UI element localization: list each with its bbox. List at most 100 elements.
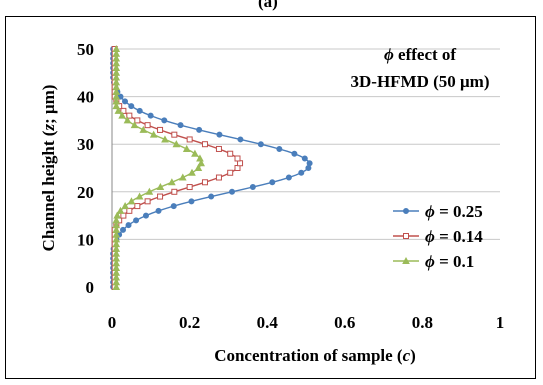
legend-item-2: ϕ = 0.1 xyxy=(393,252,474,271)
y-tick-label: 10 xyxy=(77,230,94,249)
data-point xyxy=(161,135,169,143)
data-point xyxy=(145,187,154,195)
data-point xyxy=(157,126,164,133)
data-point xyxy=(126,207,133,214)
series-line xyxy=(112,49,311,287)
data-point xyxy=(301,155,308,162)
data-point xyxy=(112,259,121,267)
x-tick-label: 0.6 xyxy=(334,313,355,332)
data-point xyxy=(177,122,184,129)
data-point xyxy=(120,107,127,114)
data-point xyxy=(112,44,121,52)
data-point xyxy=(112,216,121,224)
data-point xyxy=(112,87,121,95)
grid-lines xyxy=(112,48,500,240)
data-point xyxy=(306,160,313,167)
legend-label: ϕ = 0.1 xyxy=(425,252,474,271)
data-point xyxy=(112,221,121,229)
data-point xyxy=(134,203,141,210)
data-point xyxy=(112,244,121,252)
data-point xyxy=(112,278,121,286)
data-point xyxy=(112,235,121,243)
data-point xyxy=(112,73,121,81)
data-point xyxy=(229,188,236,195)
data-point xyxy=(112,254,121,262)
data-point xyxy=(186,184,193,191)
y-axis-label: Channel height (z; μm) xyxy=(39,85,58,252)
annotation-line-2: 3D-HFMD (50 μm) xyxy=(351,72,490,91)
data-point xyxy=(201,141,208,148)
legend-marker xyxy=(403,208,409,214)
legend-item-1: ϕ = 0.14 xyxy=(393,227,483,246)
panel-label: (a) xyxy=(258,0,278,11)
data-point xyxy=(112,249,121,257)
data-point xyxy=(227,150,234,157)
data-point xyxy=(139,125,148,133)
x-axis-label: Concentration of sample (c) xyxy=(214,346,416,365)
legend-label: ϕ = 0.25 xyxy=(425,202,483,221)
data-point xyxy=(112,102,121,110)
data-point xyxy=(194,163,203,171)
legend-label: ϕ = 0.14 xyxy=(425,227,483,246)
data-point xyxy=(285,174,292,181)
series-2 xyxy=(112,44,206,290)
data-point xyxy=(120,212,127,219)
data-point xyxy=(142,212,149,219)
data-point xyxy=(112,78,121,86)
data-point xyxy=(113,211,122,219)
data-point xyxy=(116,206,125,214)
legend-marker xyxy=(403,233,409,239)
data-point xyxy=(112,83,121,91)
data-point xyxy=(171,188,178,195)
data-point xyxy=(197,159,206,167)
data-point xyxy=(136,107,143,114)
data-point xyxy=(227,169,234,176)
y-tick-label: 40 xyxy=(77,88,94,107)
data-point xyxy=(234,155,241,162)
data-point xyxy=(188,168,196,176)
series-layer xyxy=(110,44,313,290)
data-point xyxy=(112,225,121,233)
data-point xyxy=(269,179,276,186)
data-point xyxy=(130,121,139,129)
data-point xyxy=(112,230,121,238)
data-point xyxy=(208,193,215,200)
data-point xyxy=(112,49,121,57)
data-point xyxy=(112,240,121,248)
data-point xyxy=(170,203,177,210)
data-point xyxy=(118,111,126,119)
data-point xyxy=(128,103,135,110)
data-point xyxy=(112,263,121,271)
data-point xyxy=(234,165,241,171)
data-point xyxy=(120,226,127,233)
data-point xyxy=(157,193,164,200)
data-point xyxy=(196,126,203,133)
data-point xyxy=(237,136,244,143)
data-point xyxy=(155,207,162,214)
data-point xyxy=(215,145,222,152)
y-tick-label: 20 xyxy=(77,183,94,202)
data-point xyxy=(168,178,176,186)
data-point xyxy=(133,217,140,224)
data-point xyxy=(144,122,151,129)
data-point xyxy=(112,59,121,67)
data-point xyxy=(147,112,154,119)
data-point xyxy=(237,160,244,167)
data-point xyxy=(172,140,181,148)
data-point xyxy=(216,131,223,138)
x-tick-label: 0.8 xyxy=(412,313,433,332)
data-point xyxy=(114,106,123,114)
data-point xyxy=(125,222,132,229)
chart-frame xyxy=(5,16,536,379)
data-point xyxy=(215,174,222,181)
data-point xyxy=(126,112,133,119)
data-point xyxy=(156,182,165,191)
annotation-line-1: ϕ effect of xyxy=(384,45,456,64)
x-axis-ticks: 0 0.2 0.4 0.6 0.8 1 xyxy=(108,313,505,332)
x-tick-label: 1 xyxy=(496,313,505,332)
data-point xyxy=(112,54,121,62)
data-point xyxy=(298,169,305,176)
data-point xyxy=(249,184,256,191)
data-point xyxy=(149,130,158,138)
